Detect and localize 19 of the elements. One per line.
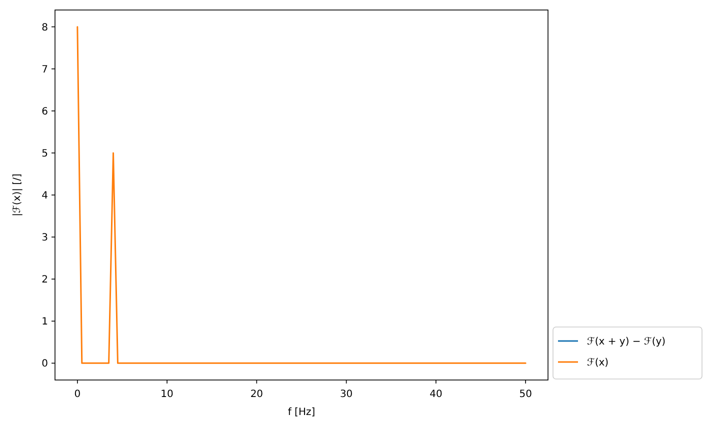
y-tick-label: 8 <box>42 22 48 34</box>
x-tick-label: 20 <box>250 389 264 400</box>
y-tick-label: 4 <box>42 190 48 202</box>
y-tick-label: 6 <box>42 106 48 118</box>
y-tick-label: 0 <box>42 358 48 370</box>
x-tick-label: 50 <box>519 389 532 400</box>
x-axis-title: f [Hz] <box>288 407 316 418</box>
y-tick-label: 7 <box>42 64 48 76</box>
x-tick-label: 10 <box>160 389 174 400</box>
legend-label: ℱ(x + y) − ℱ(y) <box>587 336 666 348</box>
x-tick-label: 40 <box>430 389 442 400</box>
y-tick-label: 5 <box>42 148 48 160</box>
legend-label: ℱ(x) <box>587 358 609 368</box>
y-axis-title: |ℱ(x)| [/] <box>12 174 23 216</box>
y-tick-label: 1 <box>42 316 48 328</box>
y-tick-label: 2 <box>42 274 48 286</box>
x-tick-label: 30 <box>340 389 353 400</box>
x-tick-label: 0 <box>74 389 81 400</box>
y-tick-label: 3 <box>42 232 48 244</box>
